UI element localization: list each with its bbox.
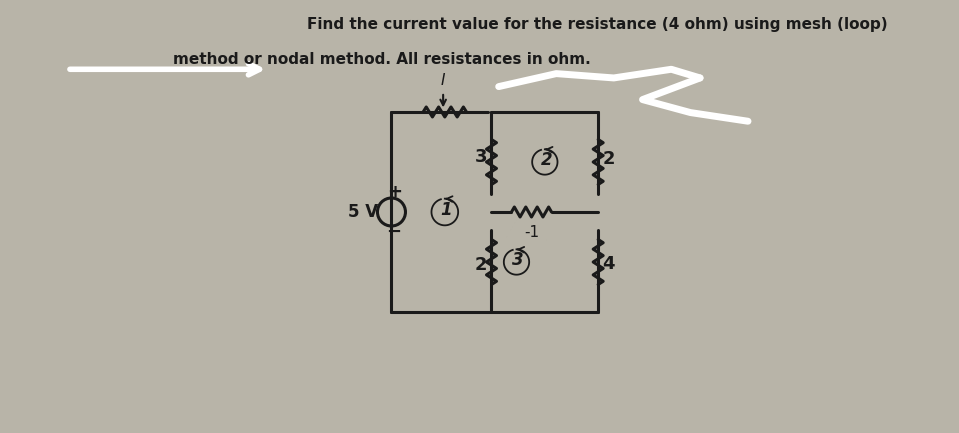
Text: -1: -1 — [524, 225, 539, 240]
Text: 5 V: 5 V — [348, 203, 378, 221]
Text: 2: 2 — [602, 150, 615, 168]
Text: −: − — [386, 223, 402, 241]
Text: +: + — [386, 183, 402, 201]
Text: 3: 3 — [475, 148, 487, 166]
Text: I: I — [441, 73, 445, 88]
Text: 2: 2 — [541, 151, 552, 169]
Text: 2: 2 — [475, 256, 487, 275]
Text: method or nodal method. All resistances in ohm.: method or nodal method. All resistances … — [173, 52, 591, 67]
Text: 4: 4 — [602, 255, 615, 273]
Text: 3: 3 — [512, 251, 524, 269]
Text: 1: 1 — [441, 201, 453, 220]
Text: Find the current value for the resistance (4 ohm) using mesh (loop): Find the current value for the resistanc… — [307, 17, 887, 32]
